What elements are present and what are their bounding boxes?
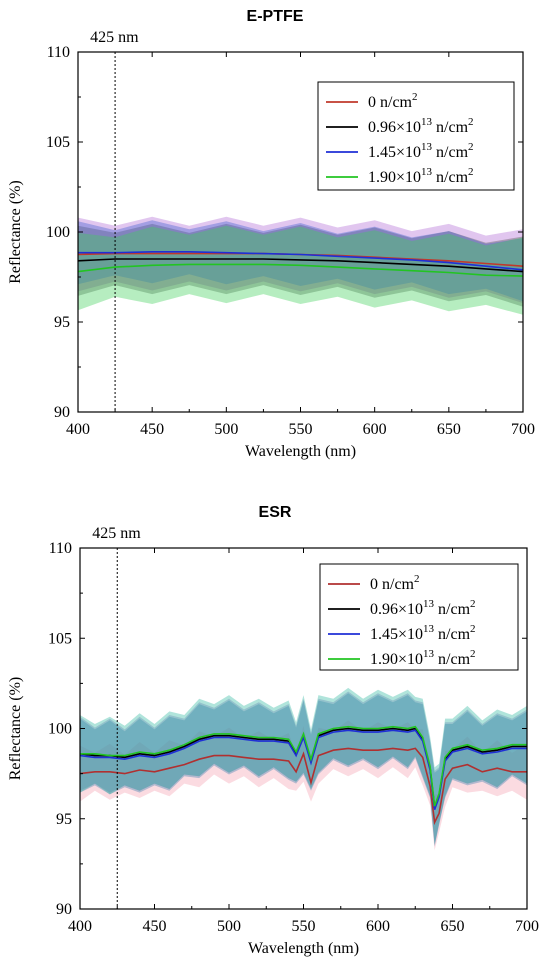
y-tick-label: 105: [48, 630, 72, 647]
legend-frame: [319, 563, 519, 671]
chart-panel-esr: ESR 425 nm 400 450 500 550 600 650 700 90 95 100 10…: [0, 496, 550, 976]
y-axis-title: Reflectance (%): [7, 677, 24, 780]
series-line-3: [80, 725, 527, 807]
x-tick-label: 600: [363, 421, 387, 438]
x-tick-label: 500: [217, 918, 241, 935]
chart-eptfe: 425 nm 400 450 500 550 600 650 700 90 95 100 105 110…: [7, 29, 535, 460]
chart-esr: 425 nm 400 450 500 550 600 650 700 90 95 100 105 110…: [7, 525, 539, 957]
series-band-0: [80, 720, 527, 851]
x-axis-title: Wavelength (nm): [245, 443, 356, 460]
annotation-label: 425 nm: [92, 525, 141, 542]
series-line-2: [78, 251, 523, 271]
y-tick-label: 110: [49, 540, 72, 557]
y-tick-label: 95: [54, 314, 70, 331]
legend-frame: [317, 81, 515, 191]
chart-title: E-PTFE: [246, 8, 304, 25]
x-axis-title: Wavelength (nm): [248, 940, 359, 957]
x-tick-label: 700: [511, 421, 535, 438]
y-axis-title: Reflectance (%): [7, 180, 24, 283]
series-line-0: [80, 747, 527, 826]
series-band-3: [78, 225, 523, 315]
x-tick-label: 550: [292, 918, 316, 935]
series-line-1: [78, 258, 523, 273]
y-tick-label: 105: [46, 134, 70, 151]
x-tick-label: 400: [66, 421, 90, 438]
y-tick-label: 100: [46, 224, 70, 241]
legend-entry-1: 0.96×1013 n/cm2: [370, 598, 476, 618]
y-tick-label: 90: [56, 901, 72, 918]
legend: 0 n/cm2 0.96×1013 n/cm2 1.45×1013 n/cm2 1.9…: [319, 563, 519, 671]
y-tick-label: 95: [56, 811, 72, 828]
plot-area: [78, 216, 523, 315]
x-tick-label: 450: [140, 421, 164, 438]
legend-entry-3: 1.90×1013 n/cm2: [368, 166, 474, 186]
series-band-2: [78, 220, 523, 302]
annotation-label: 425 nm: [90, 29, 139, 46]
chart-panel-eptfe: E-PTFE 425 nm 400 450 500 550 600 650 700 90 95 10…: [0, 0, 550, 480]
y-tick-label: 100: [48, 721, 72, 738]
chart-title: ESR: [258, 504, 292, 521]
series-line-3: [78, 263, 523, 277]
x-tick-label: 400: [68, 918, 92, 935]
legend-entry-2: 1.45×1013 n/cm2: [368, 141, 474, 161]
legend-entry-2: 1.45×1013 n/cm2: [370, 623, 476, 643]
plot-area: [80, 687, 527, 851]
series-band-2: [80, 693, 527, 847]
x-tick-label: 550: [289, 421, 313, 438]
legend-entry-0: 0 n/cm2: [368, 91, 418, 111]
x-tick-label: 700: [515, 918, 539, 935]
x-tick-label: 650: [441, 918, 465, 935]
legend-entry-3: 1.90×1013 n/cm2: [370, 648, 476, 668]
legend-entry-0: 0 n/cm2: [370, 573, 420, 593]
y-tick-label: 110: [47, 44, 70, 61]
x-tick-label: 650: [437, 421, 461, 438]
x-tick-label: 600: [366, 918, 390, 935]
legend-entry-1: 0.96×1013 n/cm2: [368, 116, 474, 136]
x-tick-label: 450: [143, 918, 167, 935]
y-tick-label: 90: [54, 404, 70, 421]
x-tick-label: 500: [214, 421, 238, 438]
legend: 0 n/cm2 0.96×1013 n/cm2 1.45×1013 n/cm2 1.9…: [317, 81, 515, 191]
